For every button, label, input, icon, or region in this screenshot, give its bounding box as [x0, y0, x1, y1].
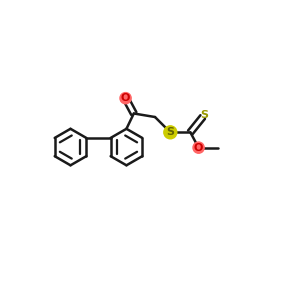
Circle shape	[120, 93, 131, 104]
Text: O: O	[121, 93, 130, 103]
Text: S: S	[200, 110, 208, 120]
Text: S: S	[166, 127, 174, 137]
Text: O: O	[194, 142, 203, 153]
Circle shape	[164, 126, 177, 139]
Circle shape	[193, 142, 204, 153]
